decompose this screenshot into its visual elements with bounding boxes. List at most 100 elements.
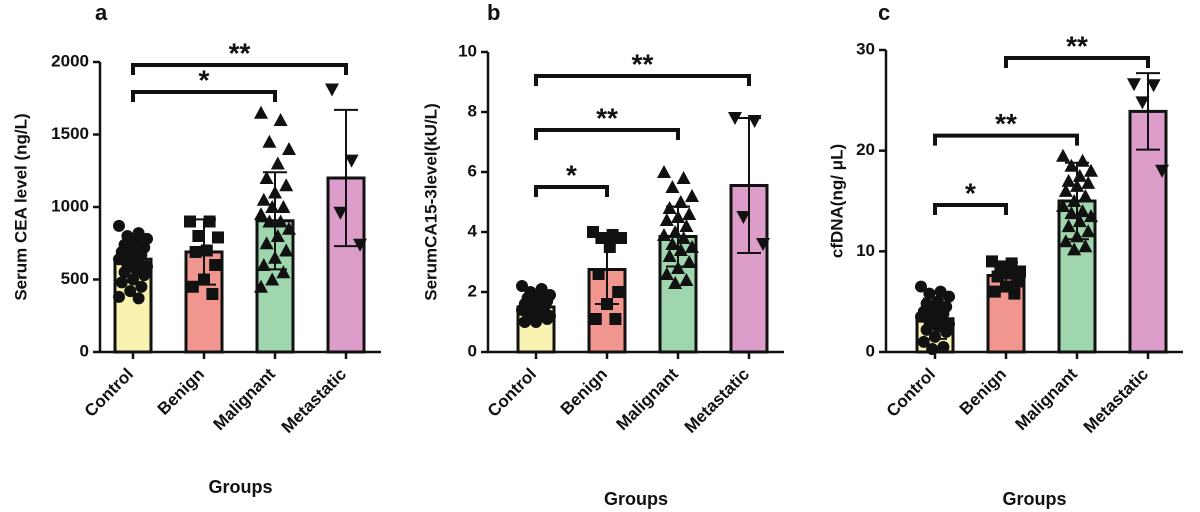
data-point <box>662 201 677 214</box>
y-tick-label: 8 <box>468 101 477 120</box>
data-point <box>929 330 941 343</box>
panel-label: a <box>95 0 108 25</box>
data-point <box>132 292 145 305</box>
data-point <box>1011 275 1024 288</box>
x-tick-label: Benign <box>557 365 611 419</box>
significance-bracket: ** <box>933 108 1079 146</box>
data-point <box>265 200 280 213</box>
data-point <box>917 335 930 348</box>
x-tick-label: Malignant <box>209 364 279 434</box>
data-point <box>129 263 142 276</box>
data-point <box>273 214 288 228</box>
data-point <box>265 272 280 286</box>
data-point <box>279 178 294 192</box>
data-point <box>665 180 680 193</box>
data-point <box>1127 78 1141 92</box>
significance-label: ** <box>995 108 1017 139</box>
significance-bracket: ** <box>534 102 680 140</box>
data-point <box>943 290 955 303</box>
x-tick-label: Metastatic <box>278 365 350 437</box>
data-point <box>1081 175 1096 189</box>
data-point <box>518 316 531 328</box>
data-point <box>276 265 291 279</box>
data-point <box>254 105 268 119</box>
data-point <box>1078 188 1093 202</box>
data-point <box>333 206 348 220</box>
y-tick-label: 1500 <box>51 124 89 143</box>
data-point <box>923 287 936 300</box>
data-point <box>256 192 271 206</box>
data-point <box>209 259 222 271</box>
data-point <box>1008 287 1021 300</box>
panel-label: c <box>878 0 890 25</box>
data-point <box>1070 178 1084 192</box>
data-point <box>1072 168 1087 182</box>
data-point <box>212 231 224 244</box>
data-point <box>516 280 528 292</box>
significance-label: ** <box>229 37 251 68</box>
data-point <box>124 285 137 298</box>
significance-bracket: ** <box>1004 30 1150 69</box>
data-point <box>273 113 288 126</box>
y-tick-label: 10 <box>856 241 875 260</box>
data-point <box>747 115 762 128</box>
data-point <box>325 83 339 97</box>
data-point <box>541 313 554 325</box>
y-tick-label: 10 <box>458 41 477 60</box>
data-point <box>756 238 770 251</box>
bracket-line <box>131 63 348 76</box>
data-point <box>118 266 131 279</box>
y-tick-label: 30 <box>856 39 875 58</box>
data-point <box>1070 229 1084 243</box>
data-point <box>1067 242 1082 256</box>
data-point <box>282 142 296 155</box>
x-axis-label: Groups <box>1002 489 1066 509</box>
y-tick-label: 2 <box>468 281 477 300</box>
data-point <box>1084 209 1098 223</box>
data-point <box>937 340 950 353</box>
data-point <box>206 288 219 300</box>
y-tick-label: 1000 <box>51 196 89 215</box>
data-point <box>662 249 677 262</box>
data-point <box>673 195 688 208</box>
significance-label: * <box>566 159 577 190</box>
y-tick-label: 4 <box>468 221 478 240</box>
error-bar <box>334 108 358 248</box>
data-point <box>276 200 291 213</box>
data-point <box>728 112 742 125</box>
data-point <box>259 236 274 250</box>
x-tick-label: Control <box>81 365 137 421</box>
panel: b 0 2 4 6 8 10 SerumCA15-3level(kU/L) Groups Cont… <box>421 0 784 509</box>
data-point <box>676 171 691 184</box>
data-point <box>353 238 367 252</box>
data-point <box>198 273 210 286</box>
x-tick-label: Control <box>484 365 540 421</box>
significance-label: * <box>965 177 976 208</box>
data-point <box>1058 183 1073 197</box>
data-point <box>113 290 125 303</box>
data-point <box>270 156 285 170</box>
data-point <box>127 273 139 286</box>
x-axis-label: Groups <box>208 477 272 497</box>
significance-bracket: * <box>933 177 1008 216</box>
data-point <box>926 342 939 355</box>
data-point <box>682 255 697 268</box>
data-point <box>592 268 605 280</box>
data-point <box>988 285 1001 298</box>
data-point <box>135 280 148 293</box>
x-tick-label: Malignant <box>612 364 682 434</box>
bracket-line <box>534 185 609 197</box>
data-point <box>532 289 545 301</box>
data-point <box>113 253 125 266</box>
data-point <box>671 210 685 223</box>
y-tick-label: 0 <box>468 341 477 360</box>
data-point <box>1078 239 1093 253</box>
data-point <box>268 250 282 264</box>
data-point <box>189 245 202 258</box>
data-point <box>530 316 542 328</box>
data-point <box>1081 224 1096 238</box>
data-point <box>1014 265 1026 278</box>
data-point <box>1064 158 1079 172</box>
significance-label: * <box>199 64 210 95</box>
data-point <box>736 211 751 224</box>
